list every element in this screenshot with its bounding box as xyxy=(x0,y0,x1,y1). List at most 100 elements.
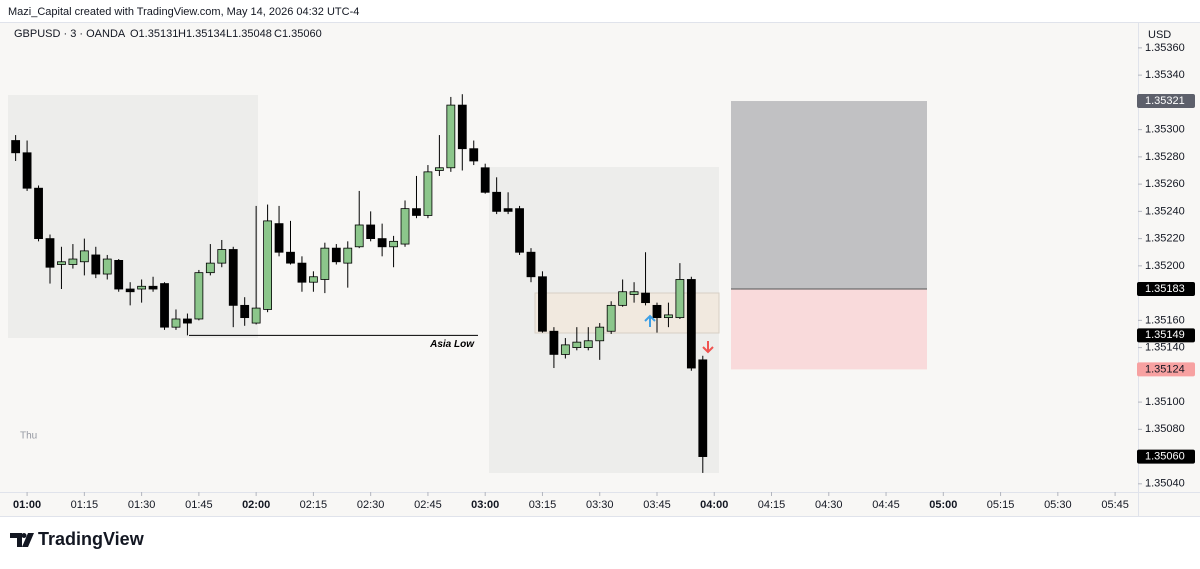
x-tick-label: 01:45 xyxy=(185,499,213,511)
candle-body xyxy=(160,283,169,328)
day-label: Thu xyxy=(20,431,37,442)
candle-body xyxy=(11,140,21,154)
candle-body xyxy=(251,307,261,324)
candle-body xyxy=(183,318,192,324)
x-tick-label: 05:00 xyxy=(929,499,957,511)
y-tick-label: 1.35040 xyxy=(1145,478,1185,490)
candle-body xyxy=(171,318,181,328)
candle-body xyxy=(469,148,479,162)
candle-body xyxy=(480,167,490,193)
annotation: Asia Low xyxy=(429,339,475,350)
logo: TradingView xyxy=(10,529,145,549)
candle-body xyxy=(263,220,272,310)
ohlc-value: O1.35131 xyxy=(130,28,178,40)
candle-body xyxy=(194,272,204,320)
candle-body xyxy=(698,359,708,457)
candle-body xyxy=(366,224,376,240)
x-tick-label: 02:00 xyxy=(242,499,270,511)
candle-body xyxy=(34,187,43,240)
y-tick-label: 1.35260 xyxy=(1145,178,1185,190)
x-tick-label: 03:00 xyxy=(471,499,499,511)
y-tick-label: 1.35080 xyxy=(1145,423,1185,435)
x-tick-label: 03:30 xyxy=(586,499,614,511)
y-tick-label: 1.35300 xyxy=(1145,124,1185,136)
ohlc-value: C1.35060 xyxy=(274,28,322,40)
y-tick-label: 1.35140 xyxy=(1145,342,1185,354)
session-box xyxy=(8,95,258,338)
y-tick-label: 1.35240 xyxy=(1145,205,1185,217)
candle-body xyxy=(515,208,524,253)
x-tick-label: 04:15 xyxy=(758,499,786,511)
candle-body xyxy=(274,223,284,253)
x-tick-label: 02:45 xyxy=(414,499,442,511)
stop-zone xyxy=(731,289,927,370)
x-tick-label: 03:45 xyxy=(643,499,671,511)
y-tick-label: 1.35340 xyxy=(1145,69,1185,81)
candle-body xyxy=(641,292,650,304)
candle-body xyxy=(446,104,456,169)
y-tick-label: 1.35200 xyxy=(1145,260,1185,272)
candles xyxy=(11,94,708,473)
x-tick-label: 02:30 xyxy=(357,499,385,511)
price-badge-label: 1.35060 xyxy=(1145,450,1185,462)
ohlc-value: H1.35134 xyxy=(178,28,226,40)
candle-body xyxy=(526,251,536,278)
price-badge-label: 1.35183 xyxy=(1145,283,1185,295)
candle-body xyxy=(503,208,513,212)
price-badge-label: 1.35124 xyxy=(1145,363,1185,375)
currency-label: USD xyxy=(1148,29,1171,41)
logo-mark xyxy=(10,533,34,547)
candle-body xyxy=(137,285,147,290)
buy-arrow xyxy=(644,314,656,327)
price-badge xyxy=(1137,449,1195,464)
x-tick-label: 04:45 xyxy=(872,499,900,511)
candle-body xyxy=(538,276,547,332)
candle-body xyxy=(423,171,433,216)
candle-body xyxy=(377,238,387,248)
candle-body xyxy=(492,191,502,212)
candle-body xyxy=(79,250,89,263)
candle-body xyxy=(343,247,353,264)
candle-body xyxy=(91,254,101,275)
logo-text: TradingView xyxy=(38,529,145,549)
header-text: Mazi_Capital created with TradingView.co… xyxy=(8,6,359,18)
candle-body xyxy=(205,262,215,274)
candle-body xyxy=(572,341,582,348)
candle-body xyxy=(331,247,341,263)
candle-body xyxy=(240,304,250,319)
candle-body xyxy=(286,251,295,264)
candle-body xyxy=(595,326,605,342)
y-tick-label: 1.35160 xyxy=(1145,314,1185,326)
candle-body xyxy=(664,314,673,319)
candle-body xyxy=(618,291,628,306)
candle-body xyxy=(45,238,55,268)
candle-body xyxy=(68,258,78,265)
x-tick-label: 02:15 xyxy=(300,499,328,511)
candle-body xyxy=(297,262,307,283)
candle-body xyxy=(114,260,124,290)
candle-body xyxy=(400,208,410,245)
price-badge xyxy=(1137,362,1195,377)
price-badge xyxy=(1137,282,1195,297)
candle-body xyxy=(434,167,444,171)
y-tick-label: 1.35220 xyxy=(1145,233,1185,245)
candle-body xyxy=(309,276,318,283)
candle-body xyxy=(652,304,662,319)
price-badge-label: 1.35149 xyxy=(1145,329,1185,341)
candle-body xyxy=(457,104,467,150)
candle-body xyxy=(228,249,238,306)
symbol-label: GBPUSD · 3 · OANDA xyxy=(14,28,126,40)
price-badge xyxy=(1137,94,1195,109)
price-badge xyxy=(1137,328,1195,343)
x-tick-label: 04:00 xyxy=(700,499,728,511)
candle-body xyxy=(629,291,639,295)
candle-body xyxy=(583,340,593,348)
y-tick-label: 1.35100 xyxy=(1145,396,1185,408)
candle-body xyxy=(320,247,330,280)
x-tick-label: 04:30 xyxy=(815,499,843,511)
candle-body xyxy=(102,258,112,275)
x-tick-label: 01:00 xyxy=(13,499,41,511)
target-zone xyxy=(731,101,927,290)
